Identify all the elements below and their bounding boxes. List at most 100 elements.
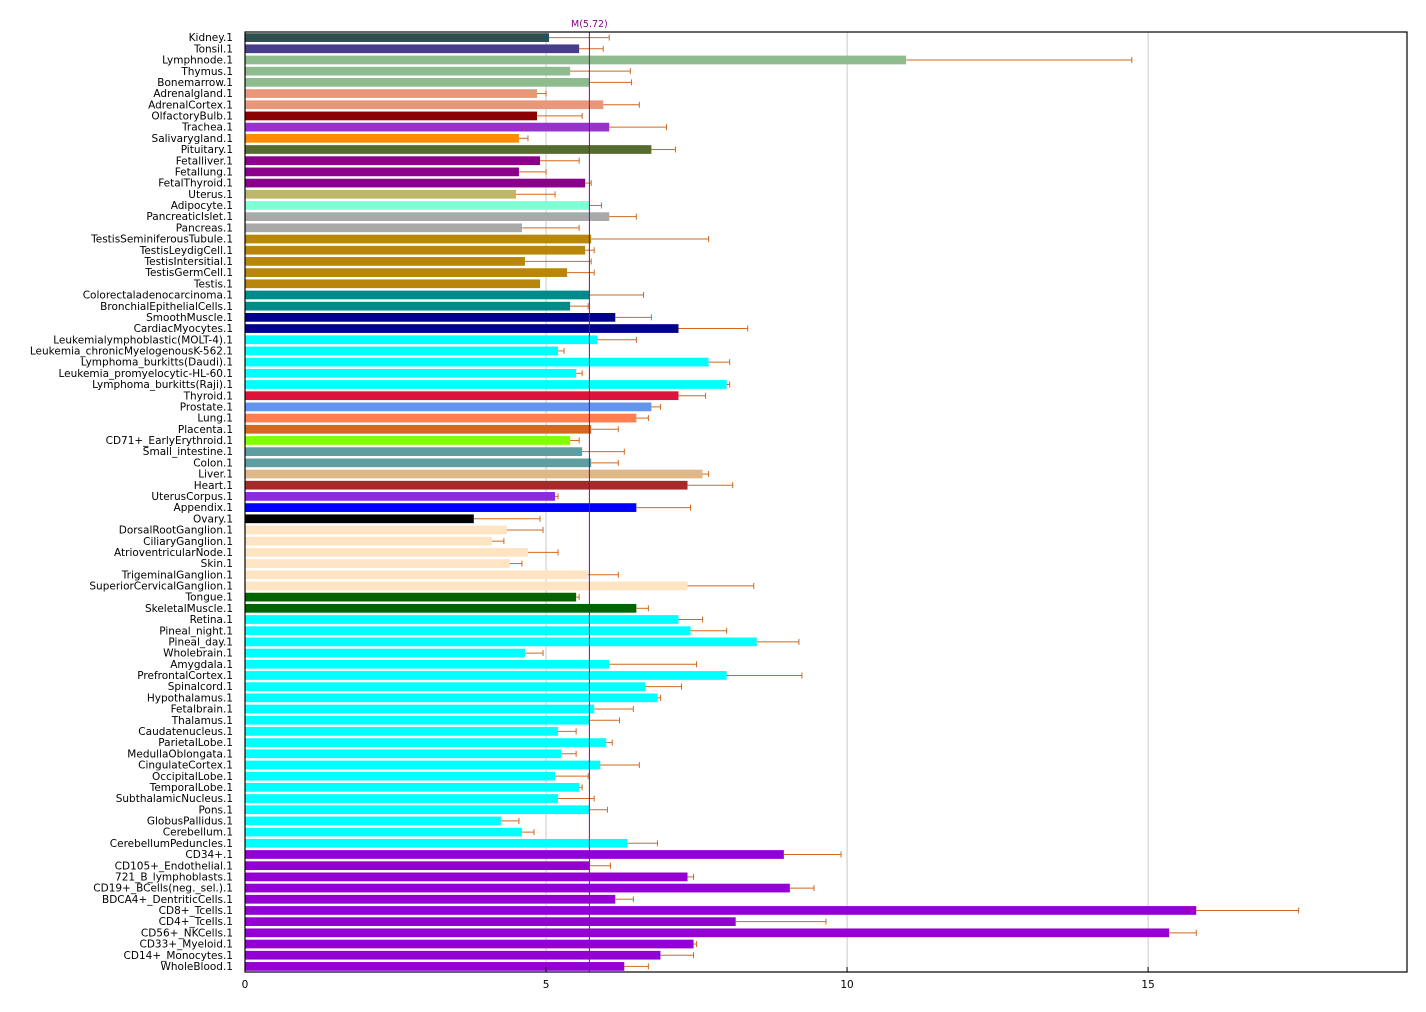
bar-52 bbox=[245, 615, 679, 624]
bar-31 bbox=[245, 380, 727, 389]
bar-44 bbox=[245, 525, 507, 535]
category-label-78: CD8+_Tcells.1 bbox=[159, 905, 233, 917]
bar-7 bbox=[245, 111, 538, 121]
bar-46 bbox=[245, 547, 528, 557]
bar-81 bbox=[245, 939, 694, 949]
category-label-79: CD4+_Tcells.1 bbox=[159, 916, 233, 928]
category-label-6: AdrenalCortex.1 bbox=[148, 99, 233, 111]
category-label-35: Placenta.1 bbox=[178, 424, 233, 436]
bar-71 bbox=[245, 827, 522, 837]
category-label-30: Leukemia_promyelocytic-HL-60.1 bbox=[58, 368, 233, 380]
bar-10 bbox=[245, 145, 652, 154]
category-label-65: CingulateCortex.1 bbox=[138, 760, 233, 772]
category-label-54: Pineal_day.1 bbox=[168, 636, 233, 648]
category-label-82: CD14+_Monocytes.1 bbox=[124, 950, 233, 962]
bar-58 bbox=[245, 682, 646, 692]
category-label-12: Fetallung.1 bbox=[175, 166, 233, 178]
category-label-72: CerebellumPeduncles.1 bbox=[110, 838, 233, 850]
category-label-1: Tonsil.1 bbox=[193, 43, 233, 55]
bar-59 bbox=[245, 693, 658, 703]
category-label-62: Caudatenucleus.1 bbox=[138, 726, 233, 738]
category-label-73: CD34+.1 bbox=[185, 849, 233, 861]
bar-15 bbox=[245, 201, 590, 210]
category-label-32: Thyroid.1 bbox=[183, 390, 233, 402]
category-label-55: Wholebrain.1 bbox=[163, 648, 233, 660]
category-label-46: AtrioventricularNode.1 bbox=[114, 547, 233, 559]
x-tick-label-2: 10 bbox=[840, 979, 853, 991]
bar-24 bbox=[245, 301, 571, 311]
category-label-11: Fetalliver.1 bbox=[176, 155, 233, 167]
category-label-21: TestisGermCell.1 bbox=[144, 267, 233, 279]
bar-34 bbox=[245, 413, 637, 423]
category-label-44: DorsalRootGanglion.1 bbox=[119, 525, 233, 537]
bar-16 bbox=[245, 212, 610, 222]
category-label-4: Bonemarrow.1 bbox=[157, 77, 233, 89]
bar-27 bbox=[245, 335, 598, 345]
category-label-10: Pituitary.1 bbox=[181, 144, 233, 156]
category-label-7: OlfactoryBulb.1 bbox=[151, 111, 233, 123]
category-label-80: CD56+_NKCells.1 bbox=[141, 927, 233, 939]
bar-14 bbox=[245, 189, 516, 199]
bar-38 bbox=[245, 458, 592, 468]
category-label-61: Thalamus.1 bbox=[171, 715, 233, 727]
category-label-68: SubthalamicNucleus.1 bbox=[116, 793, 233, 805]
bar-3 bbox=[245, 66, 571, 76]
category-label-34: Lung.1 bbox=[197, 413, 233, 425]
bar-37 bbox=[245, 447, 583, 457]
bar-54 bbox=[245, 637, 757, 647]
category-label-42: Appendix.1 bbox=[174, 502, 233, 514]
bar-11 bbox=[245, 156, 541, 166]
bar-4 bbox=[245, 77, 590, 87]
category-label-14: Uterus.1 bbox=[188, 189, 233, 201]
category-label-18: TestisSeminiferousTubule.1 bbox=[90, 234, 233, 246]
bar-53 bbox=[245, 626, 691, 636]
bar-13 bbox=[245, 178, 586, 188]
category-label-77: BDCA4+_DentriticCells.1 bbox=[102, 894, 233, 906]
category-label-71: Cerebellum.1 bbox=[163, 827, 233, 839]
bar-76 bbox=[245, 883, 790, 893]
category-label-19: TestisLeydigCell.1 bbox=[139, 245, 233, 257]
bar-80 bbox=[245, 928, 1170, 938]
bar-36 bbox=[245, 436, 571, 445]
bar-30 bbox=[245, 368, 577, 378]
x-tick-label-0: 0 bbox=[242, 979, 249, 991]
category-label-36: CD71+_EarlyErythroid.1 bbox=[106, 435, 233, 447]
category-label-37: Small_intestine.1 bbox=[143, 446, 233, 458]
category-label-13: FetalThyroid.1 bbox=[158, 178, 233, 190]
category-label-0: Kidney.1 bbox=[189, 32, 233, 44]
category-label-28: Leukemia_chronicMyelogenousK-562.1 bbox=[30, 346, 233, 358]
bar-35 bbox=[245, 424, 592, 434]
bar-9 bbox=[245, 133, 519, 143]
category-label-57: PrefrontalCortex.1 bbox=[137, 670, 233, 682]
category-label-20: TestisIntersitial.1 bbox=[143, 256, 233, 268]
bar-42 bbox=[245, 503, 637, 512]
bar-51 bbox=[245, 603, 637, 613]
category-label-17: Pancreas.1 bbox=[176, 222, 233, 234]
category-label-31: Lymphoma_burkitts(Raji).1 bbox=[92, 379, 233, 391]
category-label-81: CD33+_Myeloid.1 bbox=[139, 939, 233, 951]
category-label-26: CardiacMyocytes.1 bbox=[134, 323, 233, 335]
bar-55 bbox=[245, 648, 525, 658]
category-label-56: Amygdala.1 bbox=[170, 659, 233, 671]
bar-22 bbox=[245, 279, 541, 289]
bar-61 bbox=[245, 715, 590, 725]
bar-26 bbox=[245, 324, 679, 333]
category-label-51: SkeletalMuscle.1 bbox=[145, 603, 233, 615]
bar-23 bbox=[245, 290, 590, 300]
bar-50 bbox=[245, 592, 577, 602]
bar-33 bbox=[245, 402, 652, 412]
bar-5 bbox=[245, 89, 538, 98]
category-label-16: PancreaticIslet.1 bbox=[146, 211, 233, 223]
category-label-23: Colorectaladenocarcinoma.1 bbox=[83, 290, 233, 302]
category-label-53: Pineal_night.1 bbox=[159, 625, 233, 637]
bar-47 bbox=[245, 559, 510, 568]
category-label-75: 721_B_lymphoblasts.1 bbox=[115, 871, 233, 883]
category-label-39: Liver.1 bbox=[198, 469, 233, 481]
bar-29 bbox=[245, 357, 709, 367]
bar-17 bbox=[245, 223, 522, 233]
bar-75 bbox=[245, 872, 688, 882]
x-tick-label-1: 5 bbox=[543, 979, 550, 991]
category-label-40: Heart.1 bbox=[194, 480, 233, 492]
